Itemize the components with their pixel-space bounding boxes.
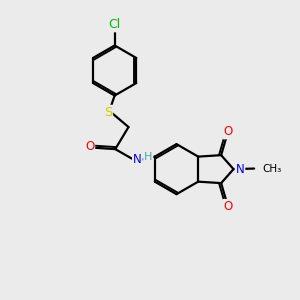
Text: S: S — [104, 106, 112, 119]
Text: O: O — [85, 140, 94, 153]
Text: O: O — [223, 125, 232, 138]
Text: O: O — [223, 200, 232, 213]
Text: N: N — [133, 153, 142, 166]
Text: CH₃: CH₃ — [262, 164, 282, 173]
Text: H: H — [144, 152, 152, 162]
Text: N: N — [236, 163, 244, 176]
Text: Cl: Cl — [109, 18, 121, 32]
